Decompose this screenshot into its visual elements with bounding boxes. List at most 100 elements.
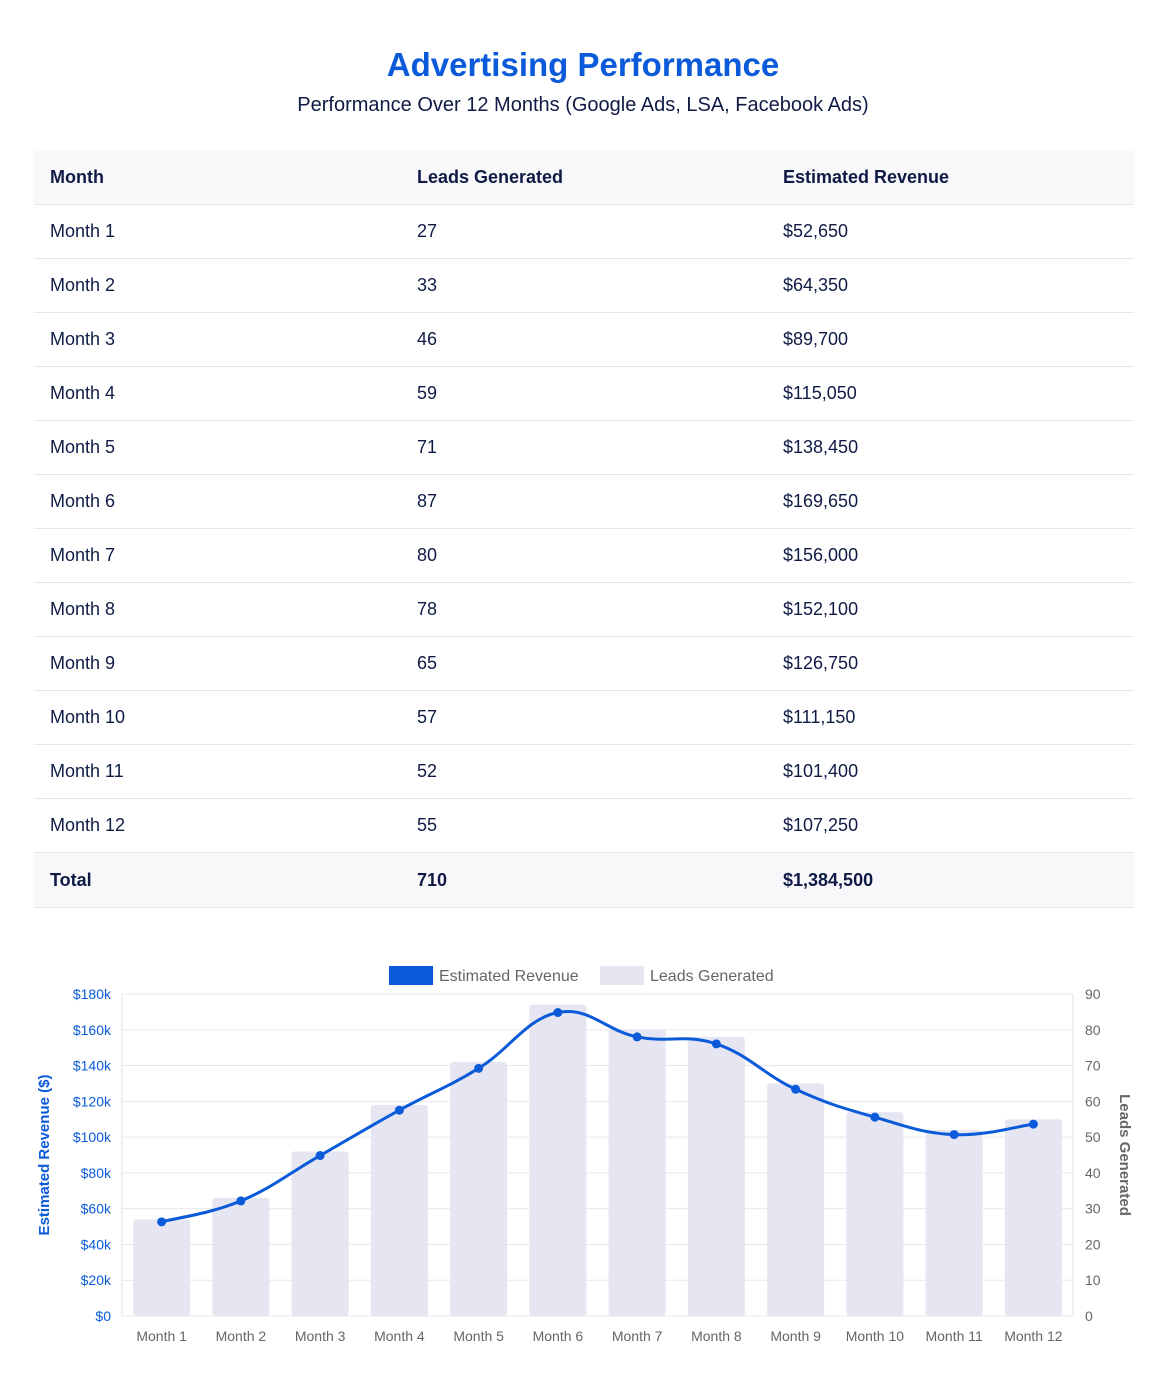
cell-month: Month 3 (34, 312, 401, 367)
cell-revenue: $111,150 (767, 690, 1134, 745)
legend-label-leads[interactable]: Leads Generated (650, 968, 774, 985)
right-axis-title: Leads Generated (1116, 1094, 1133, 1216)
left-tick-label: $160k (73, 1022, 112, 1038)
right-tick-label: 50 (1085, 1129, 1101, 1145)
table-row: Month 1 27 $52,650 (34, 204, 1134, 259)
cell-revenue: $52,650 (767, 204, 1134, 259)
revenue-point (553, 1008, 563, 1018)
chart-gridlines (122, 993, 1073, 1317)
left-tick-label: $40k (81, 1236, 112, 1252)
total-revenue: $1,384,500 (767, 852, 1134, 908)
table-row: Month 11 52 $101,400 (34, 744, 1134, 799)
cell-month: Month 2 (34, 258, 401, 313)
left-tick-label: $80k (81, 1165, 112, 1181)
revenue-point (394, 1105, 404, 1115)
leads-bars (133, 1004, 1062, 1316)
leads-bar (450, 1061, 508, 1316)
x-tick-label: Month 12 (1004, 1328, 1063, 1344)
cell-leads: 27 (401, 204, 767, 259)
cell-leads: 80 (401, 528, 767, 583)
cell-revenue: $138,450 (767, 420, 1134, 475)
column-header-month: Month (34, 151, 401, 205)
leads-bar (133, 1219, 191, 1316)
table-header-row: Month Leads Generated Estimated Revenue (34, 151, 1134, 205)
cell-leads: 87 (401, 474, 767, 529)
x-tick-label: Month 3 (295, 1328, 346, 1344)
revenue-line (157, 1008, 1038, 1227)
x-tick-label: Month 10 (846, 1328, 905, 1344)
cell-month: Month 7 (34, 528, 401, 583)
cell-month: Month 12 (34, 798, 401, 853)
right-tick-label: 60 (1085, 1093, 1101, 1109)
cell-month: Month 9 (34, 636, 401, 691)
x-tick-label: Month 5 (453, 1328, 504, 1344)
left-tick-label: $100k (73, 1129, 112, 1145)
chart-legend[interactable]: Estimated Revenue Leads Generated (389, 966, 774, 985)
revenue-point (236, 1196, 246, 1206)
cell-revenue: $115,050 (767, 366, 1134, 421)
leads-bar (212, 1197, 270, 1316)
leads-bar (1004, 1119, 1062, 1316)
table-row: Month 12 55 $107,250 (34, 798, 1134, 853)
table-row: Month 5 71 $138,450 (34, 420, 1134, 475)
x-tick-label: Month 1 (136, 1328, 187, 1344)
left-tick-label: $120k (73, 1093, 112, 1109)
page-title: Advertising Performance (386, 46, 780, 83)
cell-leads: 46 (401, 312, 767, 367)
table-row: Month 7 80 $156,000 (34, 528, 1134, 583)
left-tick-label: $180k (73, 986, 112, 1002)
revenue-point (791, 1084, 801, 1094)
cell-leads: 57 (401, 690, 767, 745)
right-tick-label: 70 (1085, 1058, 1101, 1074)
cell-revenue: $126,750 (767, 636, 1134, 691)
table-row: Month 10 57 $111,150 (34, 690, 1134, 745)
table-row: Month 4 59 $115,050 (34, 366, 1134, 421)
cell-month: Month 4 (34, 366, 401, 421)
cell-revenue: $64,350 (767, 258, 1134, 313)
cell-revenue: $89,700 (767, 312, 1134, 367)
cell-revenue: $152,100 (767, 582, 1134, 637)
x-tick-label: Month 6 (533, 1328, 584, 1344)
x-tick-label: Month 2 (216, 1328, 267, 1344)
legend-swatch-leads[interactable] (600, 966, 644, 985)
right-tick-label: 10 (1085, 1272, 1101, 1288)
left-tick-label: $0 (95, 1308, 111, 1324)
cell-revenue: $107,250 (767, 798, 1134, 853)
revenue-leads-chart: Estimated Revenue Leads Generated $0 $20k $… (36, 966, 1133, 1344)
column-header-leads: Leads Generated (401, 151, 767, 205)
cell-leads: 65 (401, 636, 767, 691)
table-row: Month 2 33 $64,350 (34, 258, 1134, 313)
right-tick-label: 80 (1085, 1022, 1101, 1038)
legend-label-revenue[interactable]: Estimated Revenue (439, 968, 579, 985)
cell-leads: 33 (401, 258, 767, 313)
cell-month: Month 10 (34, 690, 401, 745)
right-tick-label: 90 (1085, 986, 1101, 1002)
total-row: Total 710 $1,384,500 (34, 852, 1134, 908)
cell-month: Month 1 (34, 204, 401, 259)
revenue-point (949, 1130, 959, 1140)
table-row: Month 8 78 $152,100 (34, 582, 1134, 637)
right-tick-label: 30 (1085, 1201, 1101, 1217)
left-tick-label: $20k (81, 1272, 112, 1288)
cell-leads: 55 (401, 798, 767, 853)
page-subtitle: Performance Over 12 Months (Google Ads, … (297, 94, 869, 116)
right-tick-label: 40 (1085, 1165, 1101, 1181)
x-tick-label: Month 4 (374, 1328, 425, 1344)
legend-swatch-revenue[interactable] (389, 966, 433, 985)
leads-bar (846, 1112, 904, 1316)
cell-revenue: $156,000 (767, 528, 1134, 583)
cell-month: Month 11 (34, 744, 401, 799)
x-tick-label: Month 11 (925, 1328, 983, 1344)
cell-revenue: $169,650 (767, 474, 1134, 529)
total-label: Total (34, 852, 401, 908)
performance-table: Month Leads Generated Estimated Revenue … (34, 151, 1134, 908)
cell-revenue: $101,400 (767, 744, 1134, 799)
table-row: Month 6 87 $169,650 (34, 474, 1134, 529)
cell-leads: 59 (401, 366, 767, 421)
leads-bar (529, 1004, 587, 1316)
cell-month: Month 6 (34, 474, 401, 529)
leads-bar (925, 1129, 983, 1316)
leads-bar (608, 1029, 666, 1316)
cell-month: Month 8 (34, 582, 401, 637)
leads-bar (767, 1083, 825, 1316)
